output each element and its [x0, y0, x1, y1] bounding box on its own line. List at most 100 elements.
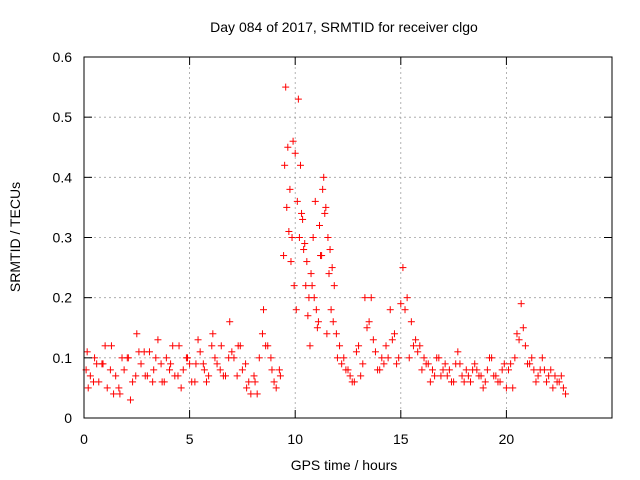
data-point [540, 366, 548, 374]
data-point [365, 318, 373, 326]
data-point [324, 234, 332, 241]
data-point [250, 372, 258, 380]
data-point [137, 360, 145, 368]
data-point [175, 342, 183, 350]
data-point [110, 390, 118, 398]
data-point [116, 390, 124, 398]
y-tick-label: 0.1 [53, 350, 73, 366]
data-point [301, 240, 309, 248]
data-point [150, 366, 158, 374]
data-point [282, 83, 290, 91]
data-point [502, 384, 510, 392]
data-point [306, 342, 314, 350]
data-point [169, 342, 177, 350]
data-point [149, 378, 157, 386]
data-point [322, 203, 330, 211]
data-point [129, 378, 137, 386]
data-point [494, 378, 502, 386]
data-point [458, 372, 466, 380]
data-point [84, 384, 92, 392]
data-point [200, 366, 208, 374]
data-point [288, 234, 296, 241]
data-point [174, 372, 182, 380]
data-point [294, 95, 302, 103]
data-point [507, 360, 515, 368]
data-point [321, 209, 329, 217]
data-point [460, 378, 468, 386]
data-point [213, 360, 221, 368]
data-point [211, 354, 219, 362]
data-point [418, 366, 426, 374]
data-point [416, 342, 424, 350]
data-point [90, 378, 98, 386]
data-point [270, 378, 278, 386]
data-point [303, 258, 311, 266]
data-point [409, 342, 417, 350]
data-point [376, 366, 384, 374]
data-point [357, 372, 365, 380]
data-point [312, 306, 320, 314]
data-point [439, 366, 447, 374]
data-point [388, 336, 396, 344]
data-point [140, 348, 148, 356]
data-point [217, 342, 225, 350]
data-point [443, 372, 451, 380]
chart-title: Day 084 of 2017, SRMTID for receiver clg… [210, 19, 478, 35]
data-point [247, 390, 255, 398]
data-point [355, 342, 363, 350]
x-axis-label: GPS time / hours [291, 457, 398, 473]
data-point [361, 294, 369, 302]
data-point [553, 378, 561, 386]
data-point [199, 360, 207, 368]
data-point [132, 372, 140, 380]
data-point [315, 221, 323, 229]
data-point [302, 282, 310, 290]
data-point [299, 215, 307, 223]
data-point [228, 348, 236, 356]
data-point [352, 348, 360, 356]
y-axis-label: SRMTID / TECUs [7, 182, 23, 292]
data-point [289, 137, 297, 145]
data-point [152, 354, 160, 362]
data-point [500, 360, 508, 368]
data-points [82, 83, 570, 404]
data-point [275, 366, 283, 374]
data-point [313, 324, 321, 332]
axis-ticks: 0 0.1 0.2 0.3 0.4 0.5 0.6 0 5 10 15 20 [53, 49, 612, 447]
data-point [456, 360, 464, 368]
data-point [403, 294, 411, 302]
data-point [538, 354, 546, 362]
data-point [154, 336, 162, 344]
data-point [551, 372, 559, 380]
data-point [280, 252, 288, 260]
data-point [292, 306, 300, 314]
data-point [290, 282, 298, 290]
data-point [431, 372, 439, 380]
data-point [296, 161, 304, 169]
data-point [205, 372, 213, 380]
data-point [486, 354, 494, 362]
data-point [103, 384, 111, 392]
data-point [454, 348, 462, 356]
data-point [101, 342, 109, 350]
data-point [304, 312, 312, 320]
data-point [226, 318, 234, 326]
data-point [399, 264, 407, 272]
data-point [325, 270, 333, 278]
data-point [298, 209, 306, 217]
data-point [336, 342, 344, 350]
data-point [253, 390, 261, 398]
data-point [317, 252, 325, 260]
data-point [166, 366, 174, 374]
data-point [284, 143, 292, 151]
data-point [466, 378, 474, 386]
data-point [120, 366, 128, 374]
data-point [340, 354, 348, 362]
x-tick-label: 20 [499, 431, 515, 447]
data-point [407, 318, 415, 326]
data-point [295, 234, 303, 241]
data-point [98, 360, 106, 368]
data-point [528, 354, 536, 362]
